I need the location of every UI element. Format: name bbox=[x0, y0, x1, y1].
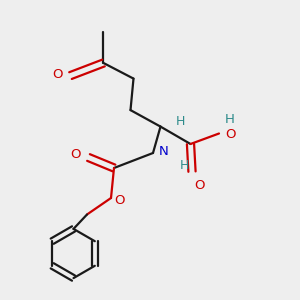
Text: O: O bbox=[70, 148, 81, 161]
Text: N: N bbox=[158, 145, 168, 158]
Text: O: O bbox=[194, 179, 205, 192]
Text: H: H bbox=[176, 115, 185, 128]
Text: O: O bbox=[115, 194, 125, 207]
Text: O: O bbox=[226, 128, 236, 142]
Text: O: O bbox=[52, 68, 63, 81]
Text: H: H bbox=[179, 159, 189, 172]
Text: H: H bbox=[224, 113, 234, 126]
